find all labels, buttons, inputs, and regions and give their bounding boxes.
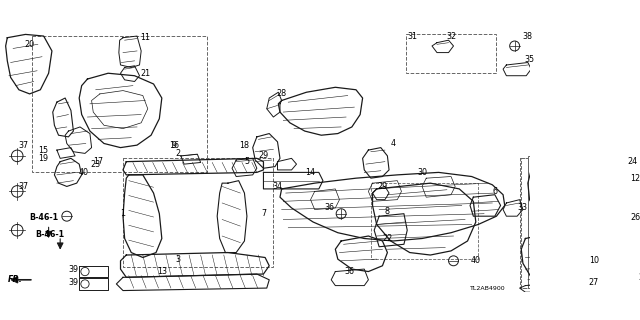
Text: 28: 28 [276,89,287,98]
Bar [521,158,528,288]
Text: 40: 40 [471,256,481,265]
Text: 14: 14 [305,168,316,177]
Text: 1: 1 [120,209,125,218]
Text: 39: 39 [68,278,79,287]
Text: 39: 39 [68,265,79,274]
Text: 5: 5 [244,157,250,166]
Text: 37: 37 [19,182,29,191]
Text: 7: 7 [261,209,266,218]
Text: 12: 12 [630,174,640,183]
Text: 4: 4 [390,139,396,148]
Text: 3: 3 [176,255,181,264]
Text: 27: 27 [589,278,599,287]
Text: 31: 31 [407,32,417,41]
Text: 33: 33 [518,204,528,212]
Text: 35: 35 [524,55,534,64]
Text: 11: 11 [140,33,150,42]
Text: 17: 17 [93,157,103,166]
Bar [406,35,497,73]
Text: 13: 13 [157,267,167,276]
Bar [528,156,529,288]
Text: 8: 8 [385,207,390,216]
Text: 40: 40 [78,168,88,177]
Text: 38: 38 [523,32,533,41]
Text: 9: 9 [172,141,177,150]
Text: 22: 22 [382,234,392,243]
Text: 32: 32 [446,32,456,41]
Text: 23: 23 [91,160,100,169]
Text: 36: 36 [324,204,335,212]
Text: 24: 24 [628,157,638,166]
Text: 20: 20 [24,40,35,49]
Bar [371,183,478,259]
Text: 25: 25 [639,273,640,282]
Text: 6: 6 [492,187,497,196]
Text: 29: 29 [259,151,269,160]
Text: 30: 30 [417,168,427,177]
Text: B-46-1: B-46-1 [29,213,58,222]
Text: 18: 18 [239,140,250,150]
Text: 29: 29 [378,182,388,191]
Text: 26: 26 [630,213,640,222]
Text: 37: 37 [19,140,29,150]
Text: 2: 2 [176,149,181,158]
Text: 36: 36 [344,267,355,276]
Text: FR.: FR. [8,275,23,284]
Text: 21: 21 [140,69,150,78]
Text: B-46-1: B-46-1 [36,230,65,239]
Text: 10: 10 [589,256,599,265]
Text: 15: 15 [38,146,49,155]
Text: 34: 34 [273,182,282,191]
Bar [123,158,273,268]
Bar [520,158,528,288]
Bar [32,36,207,172]
Text: 19: 19 [38,154,49,163]
Text: 16: 16 [169,140,179,150]
Text: TL2AB4900: TL2AB4900 [470,285,506,291]
